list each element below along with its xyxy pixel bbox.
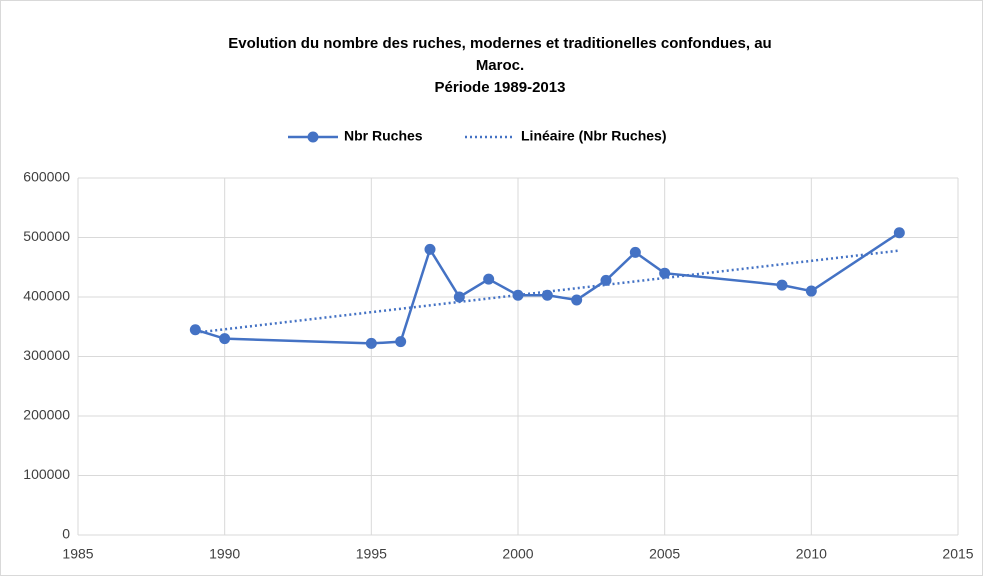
marker: [629, 246, 641, 258]
x-tick-label: 2015: [942, 546, 973, 562]
legend-marker: [307, 131, 319, 143]
chart-title: Période 1989-2013: [435, 79, 566, 96]
legend-label: Linéaire (Nbr Ruches): [521, 128, 666, 144]
marker: [776, 279, 788, 291]
chart-title: Evolution du nombre des ruches, modernes…: [228, 35, 771, 52]
x-tick-label: 1985: [62, 546, 93, 562]
marker: [483, 273, 495, 285]
y-tick-label: 200000: [23, 407, 70, 423]
y-tick-label: 600000: [23, 169, 70, 185]
marker: [512, 289, 524, 301]
chart-title: Maroc.: [476, 57, 524, 74]
marker: [571, 294, 583, 306]
marker: [453, 291, 465, 303]
marker: [219, 333, 231, 345]
marker: [395, 336, 407, 348]
marker: [659, 267, 671, 279]
x-tick-label: 1995: [356, 546, 387, 562]
marker: [600, 274, 612, 286]
y-tick-label: 400000: [23, 288, 70, 304]
marker: [805, 285, 817, 297]
marker: [189, 324, 201, 336]
y-tick-label: 0: [62, 526, 70, 542]
legend-label: Nbr Ruches: [344, 128, 423, 144]
y-tick-label: 500000: [23, 228, 70, 244]
marker: [365, 337, 377, 349]
x-tick-label: 2000: [502, 546, 533, 562]
y-tick-label: 300000: [23, 347, 70, 363]
x-tick-label: 1990: [209, 546, 240, 562]
line: [194, 231, 901, 345]
x-tick-label: 2005: [649, 546, 680, 562]
trend-line: [195, 249, 900, 334]
marker: [424, 243, 436, 255]
x-tick-label: 2010: [796, 546, 827, 562]
y-tick-label: 100000: [23, 466, 70, 482]
marker: [893, 227, 905, 239]
